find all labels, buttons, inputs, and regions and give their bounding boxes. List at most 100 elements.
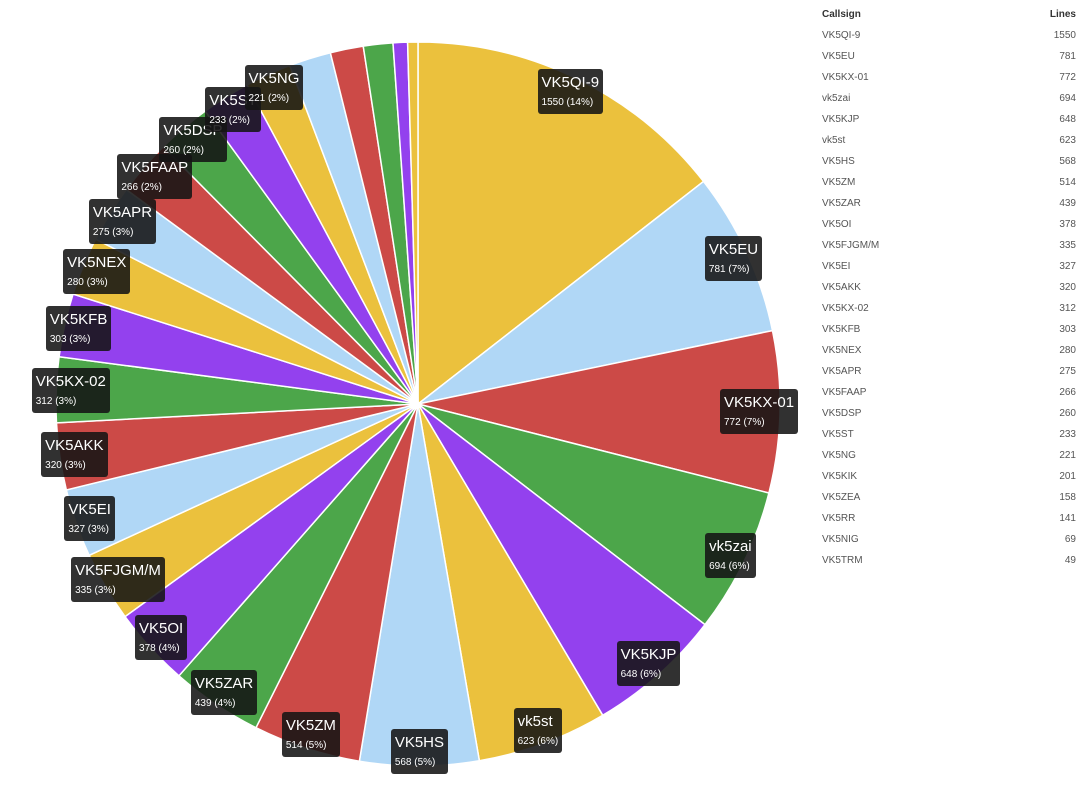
lines-cell: 141 (1059, 513, 1076, 524)
slice-label-name: VK5NEX (67, 254, 127, 272)
table-row: VK5FAAP 266 (816, 382, 1080, 403)
table-row: VK5ST 233 (816, 424, 1080, 445)
callsign-cell: VK5HS (822, 156, 855, 167)
slice-label-value: 260 (2%) (163, 144, 204, 156)
slice-label-name: VK5KX-02 (35, 372, 106, 390)
slice-label-name: VK5EU (708, 240, 759, 258)
table-row: VK5NG 221 (816, 445, 1080, 466)
slice-label-value: 568 (5%) (394, 757, 436, 769)
lines-column-header: Lines (1049, 9, 1076, 20)
callsign-cell: VK5RR (822, 513, 856, 524)
callsign-column-header: Callsign (822, 9, 861, 20)
callsign-cell: VK5TRM (822, 555, 863, 566)
slice-label: vk5zai 694 (6%) (705, 533, 756, 579)
slice-label-value: 320 (3%) (45, 460, 86, 471)
slice-label-name: VK5OI (139, 620, 184, 638)
slice-label: VK5FAAP 266 (2%) (117, 154, 193, 200)
lines-cell: 233 (1059, 429, 1076, 440)
slice-label: VK5KX-01 772 (7%) (720, 389, 799, 435)
table-row: VK5FJGM/M 335 (816, 235, 1080, 256)
slice-label: VK5HS 568 (5%) (390, 729, 449, 775)
lines-cell: 69 (1064, 534, 1076, 545)
callsign-cell: VK5KX-01 (822, 72, 869, 83)
callsign-cell: VK5EI (822, 261, 851, 272)
callsign-cell: VK5ZM (822, 177, 856, 188)
table-row: VK5KX-02 312 (816, 298, 1080, 319)
callsign-cell: VK5ZAR (822, 198, 861, 209)
slice-label-value: 221 (2%) (248, 93, 290, 105)
table-row: VK5ZM 514 (816, 172, 1080, 193)
table-row: VK5AKK 320 (816, 277, 1080, 298)
slice-label-name: VK5EI (68, 500, 111, 518)
slice-label: VK5NG 221 (2%) (244, 65, 304, 111)
slice-label-name: vk5st (517, 712, 553, 730)
slice-label: vk5st 623 (6%) (513, 707, 563, 753)
slice-label-value: 233 (2%) (209, 115, 250, 127)
slice-label: VK5KJP 648 (6%) (616, 641, 681, 687)
table-row: VK5KX-01 772 (816, 67, 1080, 88)
slice-label: VK5ZM 514 (5%) (281, 712, 340, 758)
callsign-cell: VK5ZEA (822, 492, 861, 503)
lines-cell: 260 (1059, 408, 1076, 419)
slice-label-value: 623 (6%) (517, 735, 559, 747)
callsign-cell: VK5DSP (822, 408, 862, 419)
slice-label: VK5KFB 303 (3%) (45, 305, 112, 351)
table-row: VK5ZEA 158 (816, 487, 1080, 508)
slice-label-value: 303 (3%) (49, 333, 91, 345)
pie-slice (406, 41, 419, 405)
slice-label-value: 514 (5%) (285, 740, 327, 752)
callsign-cell: VK5OI (822, 219, 852, 230)
pie-chart (55, 41, 781, 767)
slice-label-name: VK5KX-01 (724, 394, 795, 412)
table-row: VK5HS 568 (816, 151, 1080, 172)
table-row: VK5EI 327 (816, 256, 1080, 277)
table-row: VK5APR 275 (816, 361, 1080, 382)
table-row: VK5OI 378 (816, 214, 1080, 235)
callsign-cell: VK5KFB (822, 324, 861, 335)
slice-label-value: 280 (3%) (67, 277, 108, 289)
slice-label: VK5OI 378 (4%) (135, 615, 188, 661)
slice-label: VK5QI-9 1550 (14%) (537, 69, 604, 115)
lines-cell: 266 (1059, 387, 1076, 398)
lines-cell: 439 (1059, 198, 1076, 209)
table-row: VK5TRM 49 (816, 550, 1080, 571)
slice-label: VK5EU 781 (7%) (704, 235, 763, 281)
lines-cell: 312 (1059, 303, 1076, 314)
slice-label-name: VK5AKK (45, 437, 104, 454)
slice-label-name: VK5APR (92, 203, 153, 221)
lines-cell: 514 (1059, 177, 1076, 188)
slice-label-name: VK5QI-9 (541, 74, 600, 92)
callsign-cell: VK5APR (822, 366, 862, 377)
callsign-cell: VK5QI-9 (822, 30, 861, 41)
table-row: VK5KJP 648 (816, 109, 1080, 130)
lines-cell: 201 (1059, 471, 1076, 482)
slice-label-value: 1550 (14%) (541, 97, 594, 109)
slice-label-value: 312 (3%) (35, 395, 77, 407)
table-row: vk5zai 694 (816, 88, 1080, 109)
lines-cell: 335 (1059, 240, 1076, 251)
slice-label-name: VK5FAAP (121, 159, 189, 177)
lines-cell: 568 (1059, 156, 1076, 167)
lines-cell: 781 (1059, 51, 1076, 62)
callsign-cell: vk5zai (822, 93, 851, 104)
table-row: VK5NEX 280 (816, 340, 1080, 361)
slice-label-name: VK5NG (248, 70, 300, 88)
lines-cell: 694 (1059, 93, 1076, 104)
callsign-cell: VK5EU (822, 51, 855, 62)
slice-label: VK5ZAR 439 (4%) (190, 669, 258, 715)
callsign-cell: VK5ST (822, 429, 854, 440)
lines-cell: 327 (1059, 261, 1076, 272)
slice-label-name: VK5ZM (285, 717, 336, 735)
slice-label-value: 781 (7%) (708, 263, 750, 275)
lines-cell: 221 (1059, 450, 1076, 461)
slice-label-value: 378 (4%) (139, 643, 180, 655)
callsign-cell: vk5st (822, 135, 846, 146)
callsign-cell: VK5KX-02 (822, 303, 869, 314)
slice-label-value: 772 (7%) (724, 417, 765, 429)
slice-label-name: VK5KJP (620, 646, 677, 664)
table-row: VK5DSP 260 (816, 403, 1080, 424)
callsign-cell: VK5KJP (822, 114, 860, 125)
table-row: VK5KIK 201 (816, 466, 1080, 487)
table-row: VK5RR 141 (816, 508, 1080, 529)
slice-label: VK5KX-02 312 (3%) (31, 367, 110, 413)
